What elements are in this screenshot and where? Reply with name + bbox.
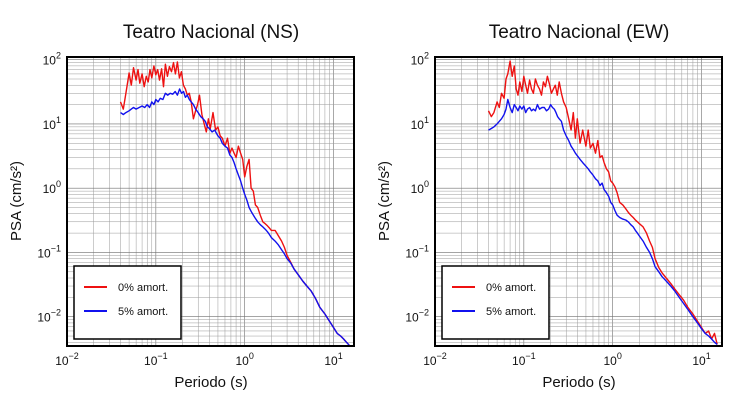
tick-labels: 10−2 10−1 100 101 10−2 10−1 100 101 102 xyxy=(37,51,342,368)
x-tick-label: 10−2 xyxy=(423,351,447,368)
chart-title: Teatro Nacional (NS) xyxy=(123,22,299,43)
legend-label-5pct: 5% amort. xyxy=(118,306,168,318)
y-tick-label: 10−2 xyxy=(37,308,61,325)
legend-label-0pct: 0% amort. xyxy=(486,282,536,294)
y-tick-label: 10−1 xyxy=(37,243,61,260)
series-line-0pct xyxy=(119,61,350,346)
series-line-0pct xyxy=(487,60,718,345)
grid xyxy=(66,57,354,346)
x-axis-label: Periodo (s) xyxy=(542,374,615,391)
plot-frame xyxy=(434,56,723,347)
y-tick-label: 101 xyxy=(43,115,61,132)
series-group xyxy=(487,60,718,345)
legend-box xyxy=(73,265,182,340)
legend-label-0pct: 0% amort. xyxy=(118,282,168,294)
y-tick-label: 102 xyxy=(43,51,61,68)
x-tick-label: 10−2 xyxy=(55,351,79,368)
series-line-5pct xyxy=(120,88,350,346)
x-tick-label: 100 xyxy=(235,351,253,368)
x-tick-label: 10−1 xyxy=(144,351,168,368)
y-tick-label: 10−2 xyxy=(405,308,429,325)
x-tick-label: 10−1 xyxy=(512,351,536,368)
y-tick-label: 101 xyxy=(411,115,429,132)
y-tick-label: 100 xyxy=(411,179,429,196)
x-tick-label: 100 xyxy=(603,351,621,368)
chart-panel-ew: Teatro Nacional (EW) 10−2 10−1 100 10110−21… xyxy=(376,22,723,391)
series-group xyxy=(119,61,350,346)
y-axis-label: PSA (cm/s²) xyxy=(8,161,25,241)
x-tick-label: 101 xyxy=(692,351,710,368)
plot-frame xyxy=(66,56,355,347)
legend-label-5pct: 5% amort. xyxy=(486,306,536,318)
series-line-5pct xyxy=(488,98,718,345)
legend: 0% amort. 5% amort. xyxy=(441,265,550,340)
legend: 0% amort. 5% amort. xyxy=(73,265,182,340)
legend-box xyxy=(441,265,550,340)
tick-labels: 10−2 10−1 100 101 10−2 10−1 100 101 102 xyxy=(405,51,710,368)
x-tick-label: 101 xyxy=(324,351,342,368)
x-axis-label: Periodo (s) xyxy=(174,374,247,391)
y-tick-label: 10−1 xyxy=(405,243,429,260)
y-tick-label: 100 xyxy=(43,179,61,196)
chart-title: Teatro Nacional (EW) xyxy=(489,22,670,43)
y-axis-label: PSA (cm/s²) xyxy=(376,161,393,241)
y-tick-label: 102 xyxy=(411,51,429,68)
chart-panel-ns: Teatro Nacional (NS) 10−2 10−1 100 10110−21… xyxy=(8,22,355,391)
